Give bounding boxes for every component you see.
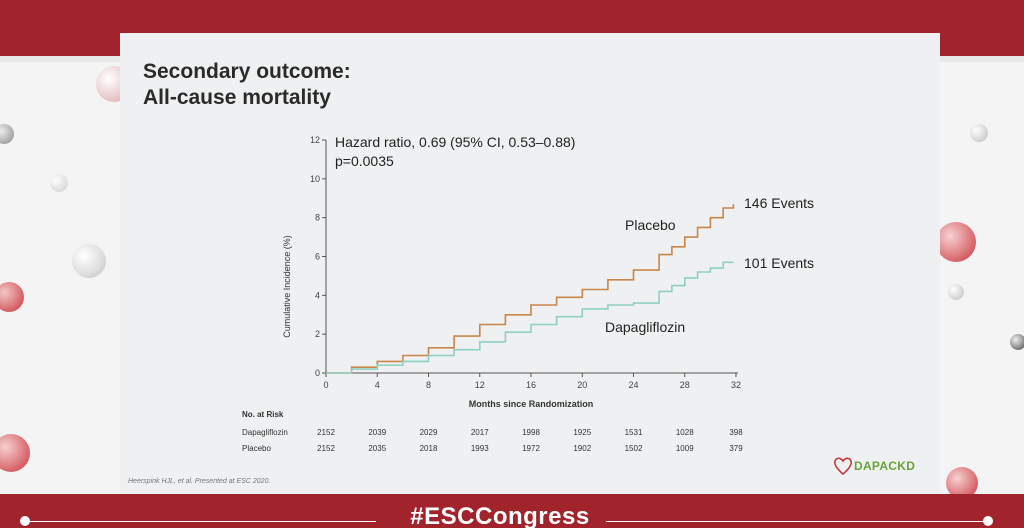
banner-dot-left bbox=[20, 516, 30, 526]
left-decoration bbox=[0, 62, 120, 494]
slide-title-line-1: Secondary outcome: bbox=[143, 60, 351, 83]
decor-sphere-icon bbox=[0, 282, 24, 312]
risk-table-cell: 2029 bbox=[420, 428, 438, 437]
y-tick-label: 6 bbox=[315, 252, 320, 262]
dapa-ckd-logo: DAPACKD bbox=[832, 452, 922, 478]
risk-table-cell: 1925 bbox=[573, 428, 591, 437]
risk-table-cell: 1502 bbox=[625, 444, 643, 453]
x-tick-label: 4 bbox=[375, 380, 380, 390]
risk-table-cell: 1998 bbox=[522, 428, 540, 437]
x-tick-label: 0 bbox=[323, 380, 328, 390]
risk-table-cell: 1531 bbox=[625, 428, 643, 437]
slide-title: Secondary outcome: All-cause mortality bbox=[143, 59, 351, 111]
risk-table-cell: 1902 bbox=[573, 444, 591, 453]
right-decoration bbox=[940, 62, 1024, 494]
y-tick-label: 10 bbox=[310, 174, 320, 184]
series-label-placebo: Placebo bbox=[625, 217, 676, 233]
events-label-placebo: 146 Events bbox=[744, 195, 814, 211]
risk-table-cell: 2035 bbox=[368, 444, 386, 453]
decor-sphere-icon bbox=[1010, 334, 1024, 350]
risk-table-cell: 1009 bbox=[676, 444, 694, 453]
risk-table-title: No. at Risk bbox=[242, 410, 284, 419]
hazard-ratio-annotation: Hazard ratio, 0.69 (95% CI, 0.53–0.88) bbox=[335, 134, 575, 150]
p-value-annotation: p=0.0035 bbox=[335, 153, 394, 169]
risk-table-row-label: Dapagliflozin bbox=[242, 428, 288, 437]
x-axis-title: Months since Randomization bbox=[469, 399, 594, 409]
y-tick-label: 4 bbox=[315, 290, 320, 300]
x-tick-label: 20 bbox=[577, 380, 587, 390]
bottom-banner bbox=[0, 494, 1024, 528]
banner-line-right bbox=[606, 521, 986, 522]
risk-table-cell: 2039 bbox=[368, 428, 386, 437]
decor-sphere-icon bbox=[0, 434, 30, 472]
risk-table-cell: 2152 bbox=[317, 428, 335, 437]
y-tick-label: 8 bbox=[315, 213, 320, 223]
event-hashtag: #ESCCongress bbox=[410, 503, 590, 530]
x-tick-label: 28 bbox=[680, 380, 690, 390]
decor-sphere-icon bbox=[970, 124, 988, 142]
series-line-dapagliflozin bbox=[326, 261, 734, 374]
y-tick-label: 2 bbox=[315, 329, 320, 339]
slide-title-line-2: All-cause mortality bbox=[143, 86, 331, 109]
x-tick-label: 32 bbox=[731, 380, 741, 390]
decor-sphere-icon bbox=[72, 244, 106, 278]
decor-sphere-icon bbox=[96, 66, 120, 102]
decor-sphere-icon bbox=[946, 467, 978, 494]
risk-table-row-label: Placebo bbox=[242, 444, 271, 453]
series-label-dapagliflozin: Dapagliflozin bbox=[605, 319, 685, 335]
y-tick-label: 12 bbox=[310, 135, 320, 145]
decor-sphere-icon bbox=[50, 174, 68, 192]
risk-table-cell: 2152 bbox=[317, 444, 335, 453]
risk-table-cell: 1972 bbox=[522, 444, 540, 453]
y-axis-title: Cumulative Incidence (%) bbox=[282, 235, 292, 338]
series-line-placebo bbox=[326, 204, 735, 374]
x-tick-label: 8 bbox=[426, 380, 431, 390]
risk-table-cell: 1028 bbox=[676, 428, 694, 437]
heart-logo-icon bbox=[833, 457, 853, 476]
x-tick-label: 16 bbox=[526, 380, 536, 390]
banner-dot-right bbox=[983, 516, 993, 526]
presentation-slide: Secondary outcome: All-cause mortality 0… bbox=[120, 33, 940, 498]
decor-sphere-icon bbox=[940, 222, 976, 262]
logo-text: DAPACKD bbox=[854, 459, 916, 473]
y-tick-label: 0 bbox=[315, 368, 320, 378]
risk-table-cell: 2018 bbox=[420, 444, 438, 453]
decor-sphere-icon bbox=[948, 284, 964, 300]
risk-table-cell: 1993 bbox=[471, 444, 489, 453]
risk-table-cell: 2017 bbox=[471, 428, 489, 437]
x-tick-label: 24 bbox=[628, 380, 638, 390]
events-label-dapagliflozin: 101 Events bbox=[744, 255, 814, 271]
risk-table-cell: 398 bbox=[729, 428, 743, 437]
banner-line-left bbox=[26, 521, 376, 522]
risk-table-cell: 379 bbox=[729, 444, 743, 453]
slide-footnote: Heerspink HJL, et al. Presented at ESC 2… bbox=[128, 478, 271, 485]
decor-sphere-icon bbox=[0, 124, 14, 144]
x-tick-label: 12 bbox=[475, 380, 485, 390]
